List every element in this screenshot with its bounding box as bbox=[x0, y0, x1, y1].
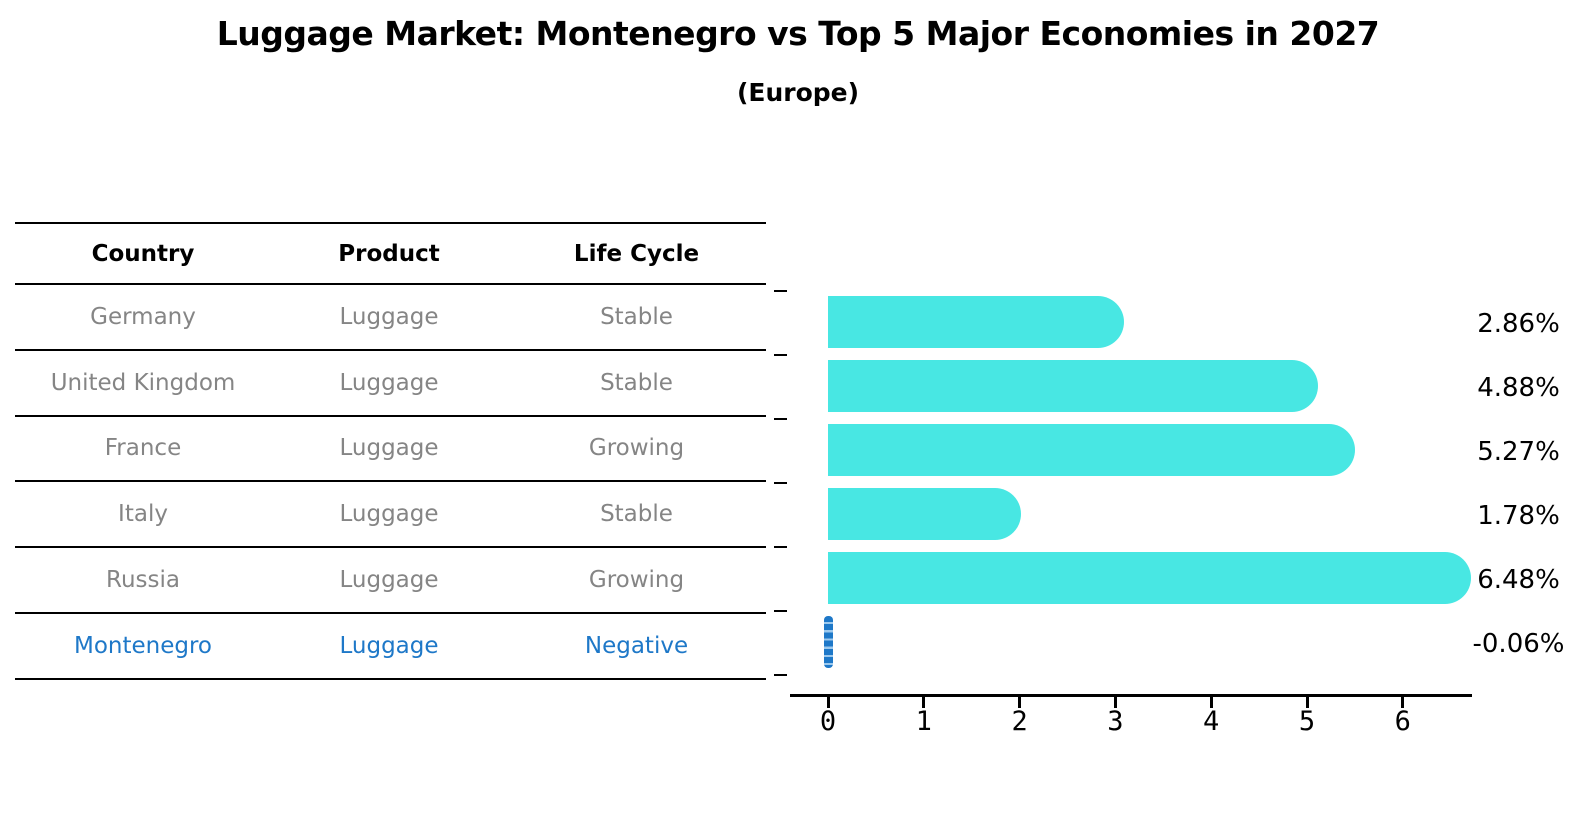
table-row-montenegro: Montenegro Luggage Negative bbox=[15, 611, 766, 678]
x-axis-tick bbox=[1113, 697, 1117, 708]
x-axis-tick bbox=[1209, 697, 1213, 708]
life-cycle-cell: Stable bbox=[600, 369, 673, 396]
country-cell: Montenegro bbox=[73, 632, 212, 659]
country-cell: Germany bbox=[90, 303, 196, 330]
table-row-italy: Italy Luggage Stable bbox=[15, 480, 766, 546]
country-cell: France bbox=[104, 435, 182, 462]
y-axis-tick bbox=[774, 290, 787, 292]
country-cell: United Kingdom bbox=[50, 369, 236, 396]
y-axis-tick bbox=[774, 482, 787, 484]
x-axis-tick bbox=[826, 697, 830, 708]
x-axis-tick-label: 4 bbox=[1203, 706, 1220, 737]
product-cell: Luggage bbox=[339, 567, 439, 594]
product-cell: Luggage bbox=[339, 501, 439, 528]
y-axis-tick bbox=[774, 610, 787, 612]
value-label-russia: 6.48% bbox=[1477, 565, 1560, 595]
value-label-united-kingdom: 4.88% bbox=[1477, 373, 1560, 403]
country-cell: Italy bbox=[118, 501, 168, 528]
page-subtitle: (Europe) bbox=[736, 78, 860, 107]
life-cycle-cell: Negative bbox=[584, 632, 689, 659]
value-label-italy: 1.78% bbox=[1477, 501, 1560, 531]
table-row-france: France Luggage Growing bbox=[15, 414, 766, 481]
column-header-product: Product bbox=[338, 240, 440, 267]
product-cell: Luggage bbox=[339, 435, 439, 462]
table-row-united-kingdom: United Kingdom Luggage Stable bbox=[15, 348, 766, 415]
y-axis-tick bbox=[774, 354, 787, 356]
table-row-russia: Russia Luggage Growing bbox=[15, 546, 766, 612]
life-cycle-cell: Stable bbox=[600, 303, 673, 330]
page-title: Luggage Market: Montenegro vs Top 5 Majo… bbox=[216, 14, 1380, 53]
column-header-life-cycle: Life Cycle bbox=[573, 240, 700, 267]
life-cycle-cell: Growing bbox=[588, 435, 685, 462]
product-cell: Luggage bbox=[339, 369, 439, 396]
column-header-country: Country bbox=[91, 240, 195, 267]
value-label-france: 5.27% bbox=[1477, 437, 1560, 467]
x-axis-tick bbox=[922, 697, 926, 708]
x-axis-line bbox=[790, 694, 1472, 697]
table-header-row: Country Product Life Cycle bbox=[15, 222, 766, 283]
x-axis-tick-label: 0 bbox=[819, 706, 837, 737]
country-info-table: Country Product Life Cycle Germany Lugga… bbox=[15, 222, 766, 680]
x-axis-tick-label: 5 bbox=[1298, 706, 1316, 737]
bar-russia bbox=[828, 552, 1471, 604]
x-axis-tick-label: 2 bbox=[1011, 706, 1028, 737]
bar-italy bbox=[828, 488, 1021, 540]
y-axis-tick bbox=[774, 418, 787, 420]
x-axis-tick bbox=[1401, 697, 1405, 708]
x-axis-tick bbox=[1018, 697, 1022, 708]
life-cycle-cell: Growing bbox=[588, 567, 685, 594]
bar-montenegro-zero-marker bbox=[823, 616, 833, 668]
life-cycle-cell: Stable bbox=[600, 501, 673, 528]
bar-germany bbox=[828, 296, 1124, 348]
y-axis-tick bbox=[774, 674, 787, 676]
value-label-germany: 2.86% bbox=[1477, 309, 1560, 339]
x-axis-tick bbox=[1305, 697, 1309, 708]
x-axis-tick-label: 6 bbox=[1394, 706, 1411, 737]
product-cell: Luggage bbox=[339, 632, 439, 659]
y-axis-tick bbox=[774, 546, 787, 548]
table-row-germany: Germany Luggage Stable bbox=[15, 283, 766, 349]
value-label-montenegro: -0.06% bbox=[1472, 629, 1565, 659]
bar-united-kingdom bbox=[828, 360, 1318, 412]
bar-france bbox=[828, 424, 1355, 476]
country-cell: Russia bbox=[106, 567, 180, 594]
product-cell: Luggage bbox=[339, 303, 439, 330]
x-axis-tick-label: 1 bbox=[915, 706, 932, 737]
x-axis-tick-label: 3 bbox=[1107, 706, 1124, 737]
